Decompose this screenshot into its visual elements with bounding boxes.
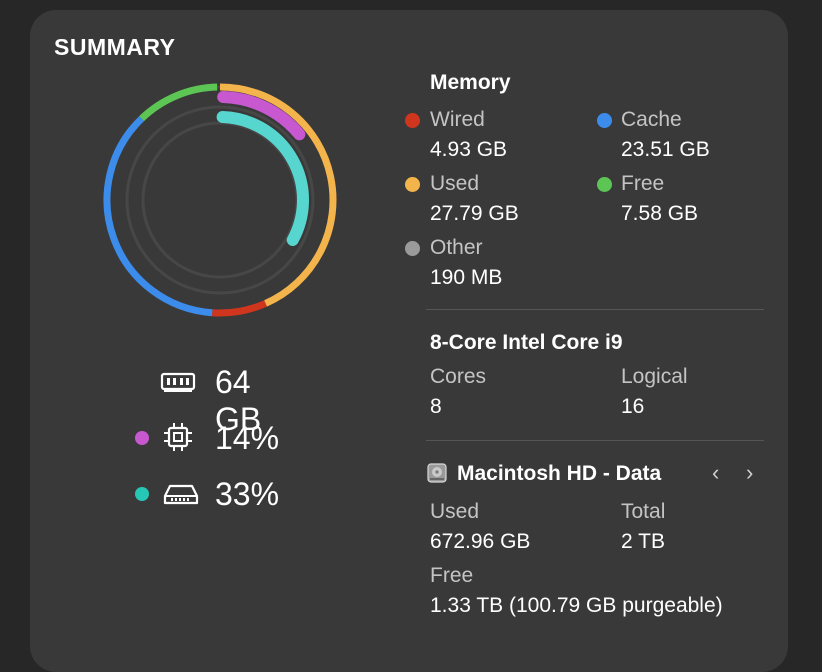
disk-total-label: Total <box>621 500 666 523</box>
memory-segment-cache <box>103 116 213 317</box>
disk-legend-dot <box>135 487 149 501</box>
free-label: Free <box>621 172 665 195</box>
disk-free-label: Free <box>430 564 474 587</box>
cpu-chip-icon <box>163 422 193 457</box>
memory-heading: Memory <box>430 71 511 94</box>
wired-value: 4.93 GB <box>430 138 508 161</box>
used-label: Used <box>430 172 480 195</box>
cpu-usage-arc <box>217 91 306 141</box>
other-value: 190 MB <box>430 266 503 289</box>
logical-value: 16 <box>621 395 645 418</box>
disk-used-label: Used <box>430 500 480 523</box>
disk-usage-arc <box>216 111 309 246</box>
disk-heading: Macintosh HD - Data <box>457 462 662 485</box>
memory-segment-used <box>219 83 337 307</box>
cpu-usage-value: 14% <box>215 420 280 456</box>
usage-ring-chart <box>103 83 337 317</box>
disk-used-value: 672.96 GB <box>430 530 531 553</box>
other-label: Other <box>430 236 483 259</box>
disk-ring-track <box>141 121 299 279</box>
memory-chip-icon <box>160 370 196 399</box>
cores-label: Cores <box>430 365 487 388</box>
next-disk-button[interactable]: › <box>746 460 754 485</box>
cpu-legend-dot <box>135 431 149 445</box>
cache-legend-dot <box>597 113 612 128</box>
cpu-heading: 8-Core Intel Core i9 <box>430 331 623 354</box>
disk-free-value: 1.33 TB (100.79 GB purgeable) <box>430 594 723 617</box>
disk-drive-icon <box>163 484 199 511</box>
summary-title: SUMMARY <box>54 34 176 60</box>
section-divider <box>426 309 764 310</box>
previous-disk-button[interactable]: ‹ <box>712 460 720 485</box>
used-value: 27.79 GB <box>430 202 519 225</box>
cache-value: 23.51 GB <box>621 138 710 161</box>
wired-label: Wired <box>430 108 485 131</box>
free-legend-dot <box>597 177 612 192</box>
logical-label: Logical <box>621 365 688 388</box>
hard-drive-icon <box>426 462 448 489</box>
disk-total-value: 2 TB <box>621 530 665 553</box>
cache-label: Cache <box>621 108 682 131</box>
section-divider <box>426 440 764 441</box>
wired-legend-dot <box>405 113 420 128</box>
memory-segment-free <box>139 83 218 122</box>
used-legend-dot <box>405 177 420 192</box>
free-value: 7.58 GB <box>621 202 699 225</box>
memory-segment-wired <box>211 300 267 317</box>
memory-total-value: 64 GB <box>215 364 262 437</box>
cores-value: 8 <box>430 395 442 418</box>
disk-usage-value: 33% <box>215 476 280 512</box>
other-legend-dot <box>405 241 420 256</box>
cpu-ring-track <box>125 105 315 295</box>
